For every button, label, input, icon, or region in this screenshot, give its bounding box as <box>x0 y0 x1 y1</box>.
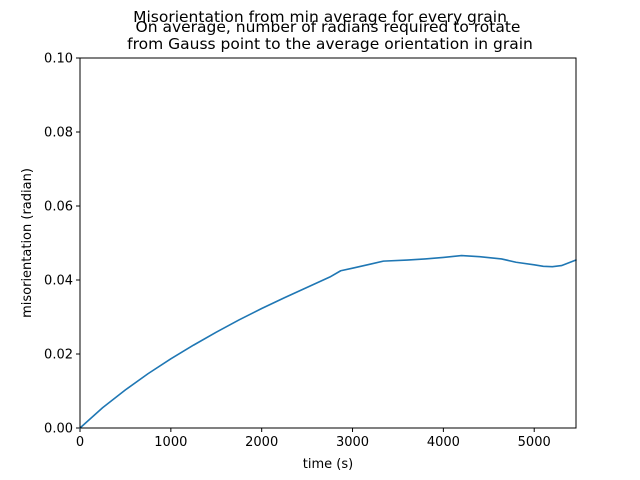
y-axis-label: misorientation (radian) <box>20 168 35 318</box>
x-tick-label: 5000 <box>518 435 551 450</box>
y-tick-label: 0.06 <box>44 200 73 215</box>
plot-lines <box>79 254 577 429</box>
x-tick-label: 4000 <box>427 435 460 450</box>
y-tick-label: 0.02 <box>44 348 73 363</box>
chart-title-line-3: from Gauss point to the average orientat… <box>127 35 533 53</box>
axes-frame <box>79 57 577 429</box>
x-axis-label: time (s) <box>303 457 353 472</box>
y-tick-label: 0.00 <box>44 422 73 437</box>
chart-title-line-1: Misorientation from min average for ever… <box>133 8 507 26</box>
x-tick-label: 2000 <box>245 435 278 450</box>
y-ticks: 0.00 0.02 0.04 0.06 0.08 0.10 <box>44 52 80 437</box>
x-tick-label: 1000 <box>154 435 187 450</box>
series-line-1 <box>79 254 577 429</box>
y-tick-label: 0.04 <box>44 274 73 289</box>
y-tick-label: 0.10 <box>44 52 73 67</box>
x-ticks: 0 1000 2000 3000 4000 5000 <box>76 428 551 450</box>
x-tick-label: 0 <box>76 435 84 450</box>
y-tick-label: 0.08 <box>44 126 73 141</box>
chart-title-line-2: On average, number of radians required t… <box>136 18 521 36</box>
x-tick-label: 3000 <box>336 435 369 450</box>
